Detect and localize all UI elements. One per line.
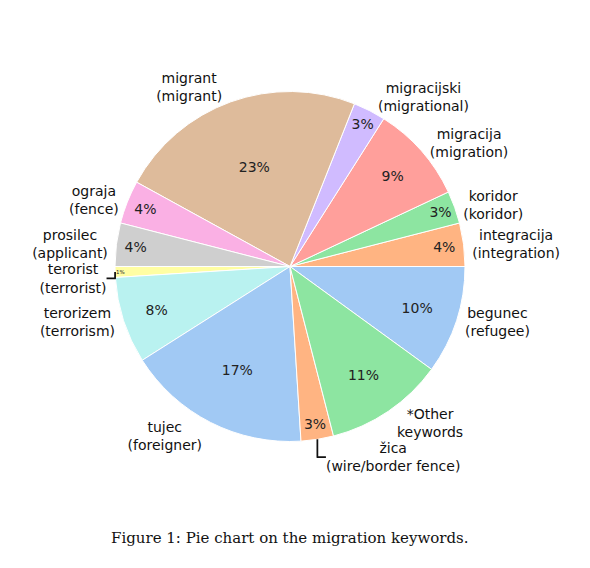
svg-text:4%: 4% (134, 201, 156, 217)
svg-text:tujec(foreigner): tujec(foreigner) (128, 419, 203, 453)
svg-text:koridor(koridor): koridor(koridor) (463, 188, 523, 222)
svg-text:4%: 4% (125, 239, 147, 255)
svg-text:migrant(migrant): migrant(migrant) (156, 70, 222, 104)
svg-text:prosilec(applicant): prosilec(applicant) (32, 227, 108, 261)
svg-text:migracija(migration): migracija(migration) (430, 126, 509, 160)
svg-text:9%: 9% (382, 168, 404, 184)
svg-text:ograja(fence): ograja(fence) (69, 183, 119, 217)
svg-text:terorist(terrorist): terorist(terrorist) (40, 261, 107, 295)
svg-text:10%: 10% (402, 300, 433, 316)
svg-text:*Otherkeywords: *Otherkeywords (397, 406, 463, 440)
svg-text:Figure 1: Pie chart on the mig: Figure 1: Pie chart on the migration key… (111, 529, 469, 547)
svg-text:11%: 11% (348, 367, 379, 383)
svg-text:8%: 8% (146, 302, 168, 318)
svg-text:23%: 23% (239, 159, 270, 175)
svg-text:begunec(refugee): begunec(refugee) (465, 305, 530, 339)
svg-text:1%: 1% (116, 269, 125, 275)
svg-text:17%: 17% (222, 362, 253, 378)
svg-text:integracija(integration): integracija(integration) (472, 227, 560, 261)
svg-text:3%: 3% (352, 116, 374, 132)
svg-text:3%: 3% (429, 204, 451, 220)
svg-text:terorizem(terrorism): terorizem(terrorism) (40, 305, 115, 339)
svg-text:migracijski(migrational): migracijski(migrational) (378, 80, 469, 114)
svg-text:žica(wire/border fence): žica(wire/border fence) (326, 440, 460, 474)
svg-text:3%: 3% (304, 416, 326, 432)
svg-text:4%: 4% (433, 239, 455, 255)
